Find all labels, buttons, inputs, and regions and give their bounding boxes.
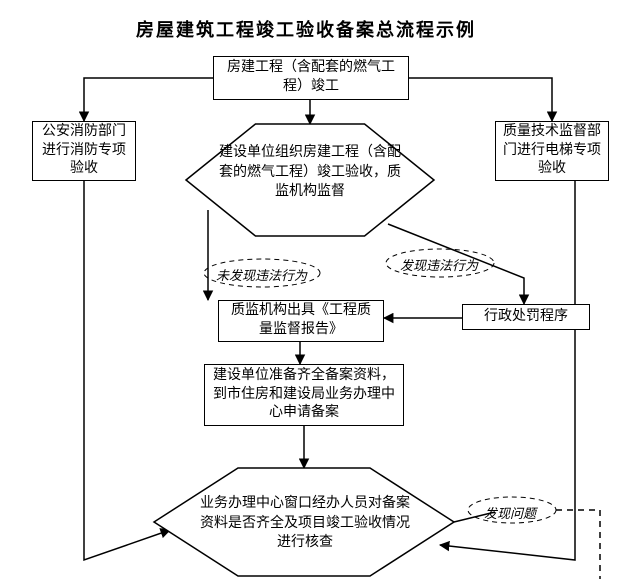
node-n2: 公安消防部门进行消防专项验收 [32, 121, 136, 181]
node-n4: 质量技术监督部门进行电梯专项验收 [495, 121, 609, 181]
flowchart-canvas: 房屋建筑工程竣工验收备案总流程示例 房建工程（含配套的燃气工程）竣工公安消防部门… [0, 0, 640, 579]
node-n8: 业务办理中心窗口经办人员对备案资料是否齐全及项目竣工验收情况进行核查 [200, 494, 410, 553]
node-n7: 建设单位准备齐全备案资料，到市住房和建设局业务办理中心申请备案 [204, 364, 404, 426]
node-b1: 未发现违法行为 [216, 265, 307, 284]
node-b2: 发现违法行为 [400, 255, 478, 274]
node-n3: 建设单位组织房建工程（含配套的燃气工程）竣工验收，质监机构监督 [218, 143, 402, 202]
node-b3: 发现问题 [484, 503, 536, 522]
node-n5: 质监机构出具《工程质量监督报告》 [218, 300, 384, 342]
node-n6: 行政处罚程序 [462, 304, 590, 330]
diagram-title: 房屋建筑工程竣工验收备案总流程示例 [136, 16, 476, 42]
node-n1: 房建工程（含配套的燃气工程）竣工 [213, 56, 409, 100]
